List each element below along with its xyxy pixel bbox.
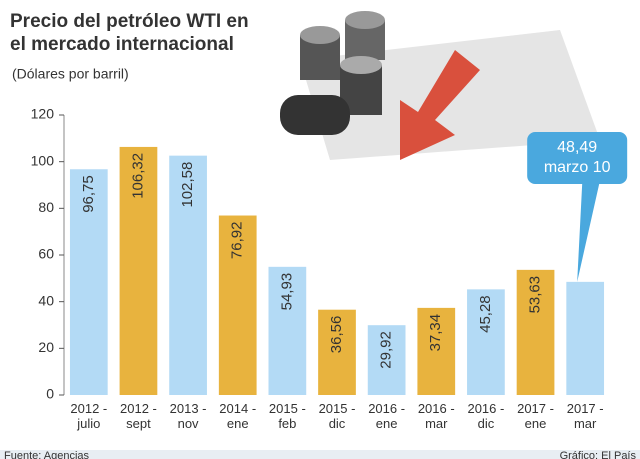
bar (367, 325, 406, 395)
value-label: 36,56 (328, 316, 345, 354)
y-tick-label: 0 (46, 386, 54, 402)
y-tick-label: 20 (38, 339, 54, 355)
bar (169, 155, 207, 395)
x-tick-label: 2016 -mar (417, 401, 455, 431)
value-label: 76,92 (229, 222, 246, 260)
x-tick-label: 2015 -feb (268, 401, 306, 431)
value-label: 102,58 (179, 162, 196, 208)
footer-band (0, 450, 640, 459)
value-label: 37,34 (427, 314, 444, 352)
x-tick-label: 2016 -dic (467, 401, 505, 431)
value-label: 54,93 (278, 273, 295, 311)
chart-subtitle: (Dólares por barril) (12, 66, 129, 82)
source: Fuente: Agencias (4, 450, 90, 459)
credit: Gráfico: El País (560, 450, 637, 459)
x-tick-label: 2017 -mar (566, 401, 604, 431)
annotation: marzo 10 (544, 159, 611, 176)
y-tick-label: 60 (38, 246, 54, 262)
x-tick-label: 2017 -ene (517, 401, 554, 431)
bar (566, 281, 605, 395)
x-tick-label: 2014 -ene (219, 401, 257, 431)
bar (268, 266, 307, 395)
bar (318, 309, 356, 395)
y-tick-label: 100 (31, 152, 55, 168)
value-label: 106,32 (129, 153, 146, 199)
callout (527, 132, 628, 282)
bar (218, 215, 257, 395)
illustration (280, 11, 600, 160)
value-label: 29,92 (378, 331, 395, 369)
bar (417, 307, 456, 395)
x-tick-label: 2012 -julio (70, 401, 108, 431)
value-label: 45,28 (477, 295, 494, 333)
value-label: 53,63 (527, 276, 544, 314)
chart-title: Precio del petróleo WTI en el mercado int… (10, 11, 249, 55)
value-label: 96,75 (80, 175, 97, 213)
bar (69, 169, 108, 395)
bar (119, 146, 158, 395)
y-tick-label: 80 (38, 199, 54, 215)
annotation: 48,49 (557, 139, 597, 156)
x-tick-label: 2016 -ene (368, 401, 406, 431)
x-tick-label: 2013 -nov (169, 401, 207, 431)
y-tick-label: 120 (31, 106, 55, 122)
x-tick-label: 2012 -sept (120, 401, 157, 431)
bar (516, 269, 555, 395)
x-tick-label: 2015 -dic (318, 401, 356, 431)
y-tick-label: 40 (38, 292, 54, 308)
bar (467, 289, 505, 395)
